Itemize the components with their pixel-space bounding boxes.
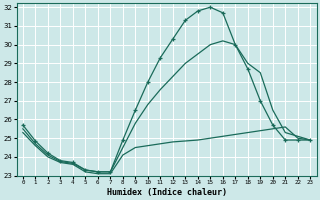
X-axis label: Humidex (Indice chaleur): Humidex (Indice chaleur) [107,188,227,197]
